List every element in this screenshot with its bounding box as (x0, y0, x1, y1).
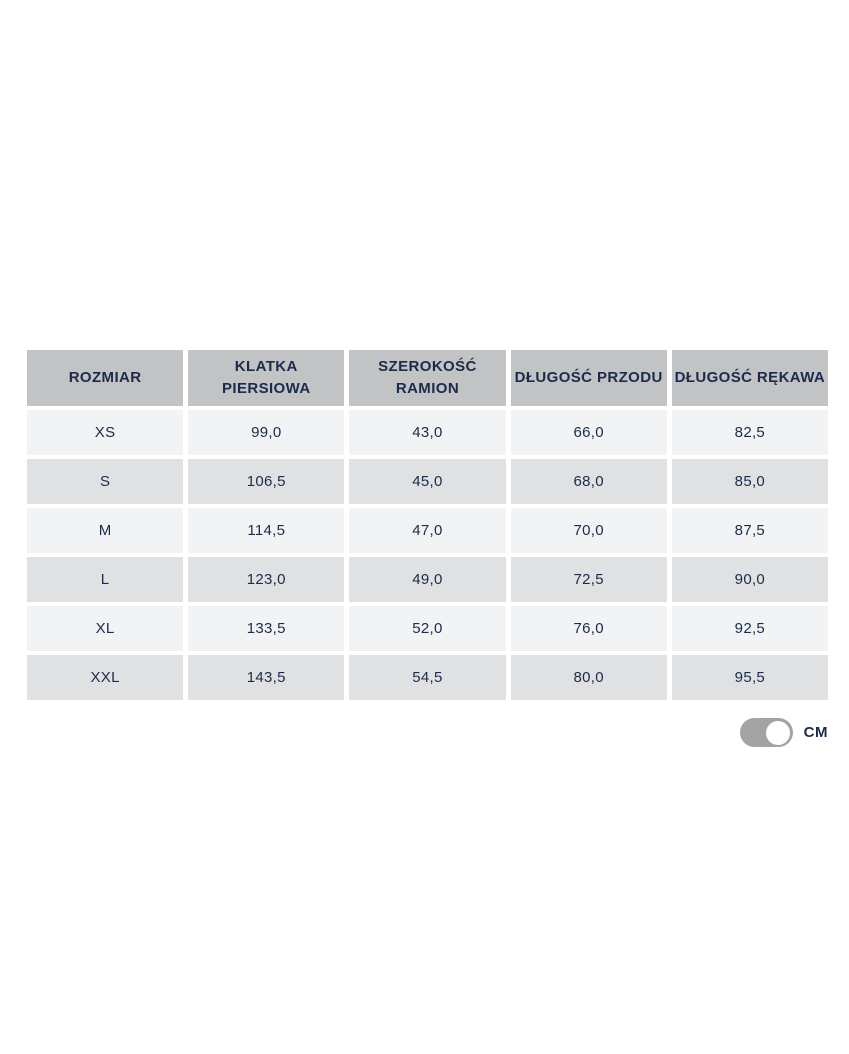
chest-cell: 106,5 (188, 459, 345, 504)
unit-toggle-row: CM (22, 718, 828, 747)
front-length-cell: 72,5 (510, 557, 667, 602)
size-cell: XXL (27, 655, 184, 700)
sleeve-length-cell: 92,5 (671, 606, 828, 651)
size-cell: XL (27, 606, 184, 651)
chest-cell: 133,5 (188, 606, 345, 651)
header-row: ROZMIAR KLATKA PIERSIOWA SZEROKOŚĆ RAMIO… (27, 350, 828, 406)
shoulders-cell: 45,0 (349, 459, 506, 504)
unit-toggle[interactable] (739, 718, 793, 747)
size-chart-table: ROZMIAR KLATKA PIERSIOWA SZEROKOŚĆ RAMIO… (22, 346, 833, 704)
sleeve-length-cell: 87,5 (671, 508, 828, 553)
size-cell: L (27, 557, 184, 602)
chest-cell: 143,5 (188, 655, 345, 700)
table-row-xl: XL 133,5 52,0 76,0 92,5 (27, 606, 828, 651)
table-row-m: M 114,5 47,0 70,0 87,5 (27, 508, 828, 553)
chest-cell: 99,0 (188, 410, 345, 455)
column-header-chest: KLATKA PIERSIOWA (188, 350, 345, 406)
chest-cell: 123,0 (188, 557, 345, 602)
shoulders-cell: 52,0 (349, 606, 506, 651)
column-header-shoulders: SZEROKOŚĆ RAMION (349, 350, 506, 406)
chest-cell: 114,5 (188, 508, 345, 553)
unit-toggle-knob[interactable] (765, 720, 790, 745)
shoulders-cell: 43,0 (349, 410, 506, 455)
shoulders-cell: 54,5 (349, 655, 506, 700)
sleeve-length-cell: 90,0 (671, 557, 828, 602)
column-header-size: ROZMIAR (27, 350, 184, 406)
table-row-s: S 106,5 45,0 68,0 85,0 (27, 459, 828, 504)
shoulders-cell: 47,0 (349, 508, 506, 553)
front-length-cell: 66,0 (510, 410, 667, 455)
front-length-cell: 80,0 (510, 655, 667, 700)
table-row-l: L 123,0 49,0 72,5 90,0 (27, 557, 828, 602)
sleeve-length-cell: 82,5 (671, 410, 828, 455)
front-length-cell: 70,0 (510, 508, 667, 553)
column-header-sleeve-length: DŁUGOŚĆ RĘKAWA (671, 350, 828, 406)
shoulders-cell: 49,0 (349, 557, 506, 602)
table-row-xxl: XXL 143,5 54,5 80,0 95,5 (27, 655, 828, 700)
sleeve-length-cell: 95,5 (671, 655, 828, 700)
size-cell: XS (27, 410, 184, 455)
sleeve-length-cell: 85,0 (671, 459, 828, 504)
column-header-front-length: DŁUGOŚĆ PRZODU (510, 350, 667, 406)
front-length-cell: 76,0 (510, 606, 667, 651)
front-length-cell: 68,0 (510, 459, 667, 504)
size-cell: M (27, 508, 184, 553)
size-cell: S (27, 459, 184, 504)
table-row-xs: XS 99,0 43,0 66,0 82,5 (27, 410, 828, 455)
unit-label: CM (803, 724, 828, 741)
